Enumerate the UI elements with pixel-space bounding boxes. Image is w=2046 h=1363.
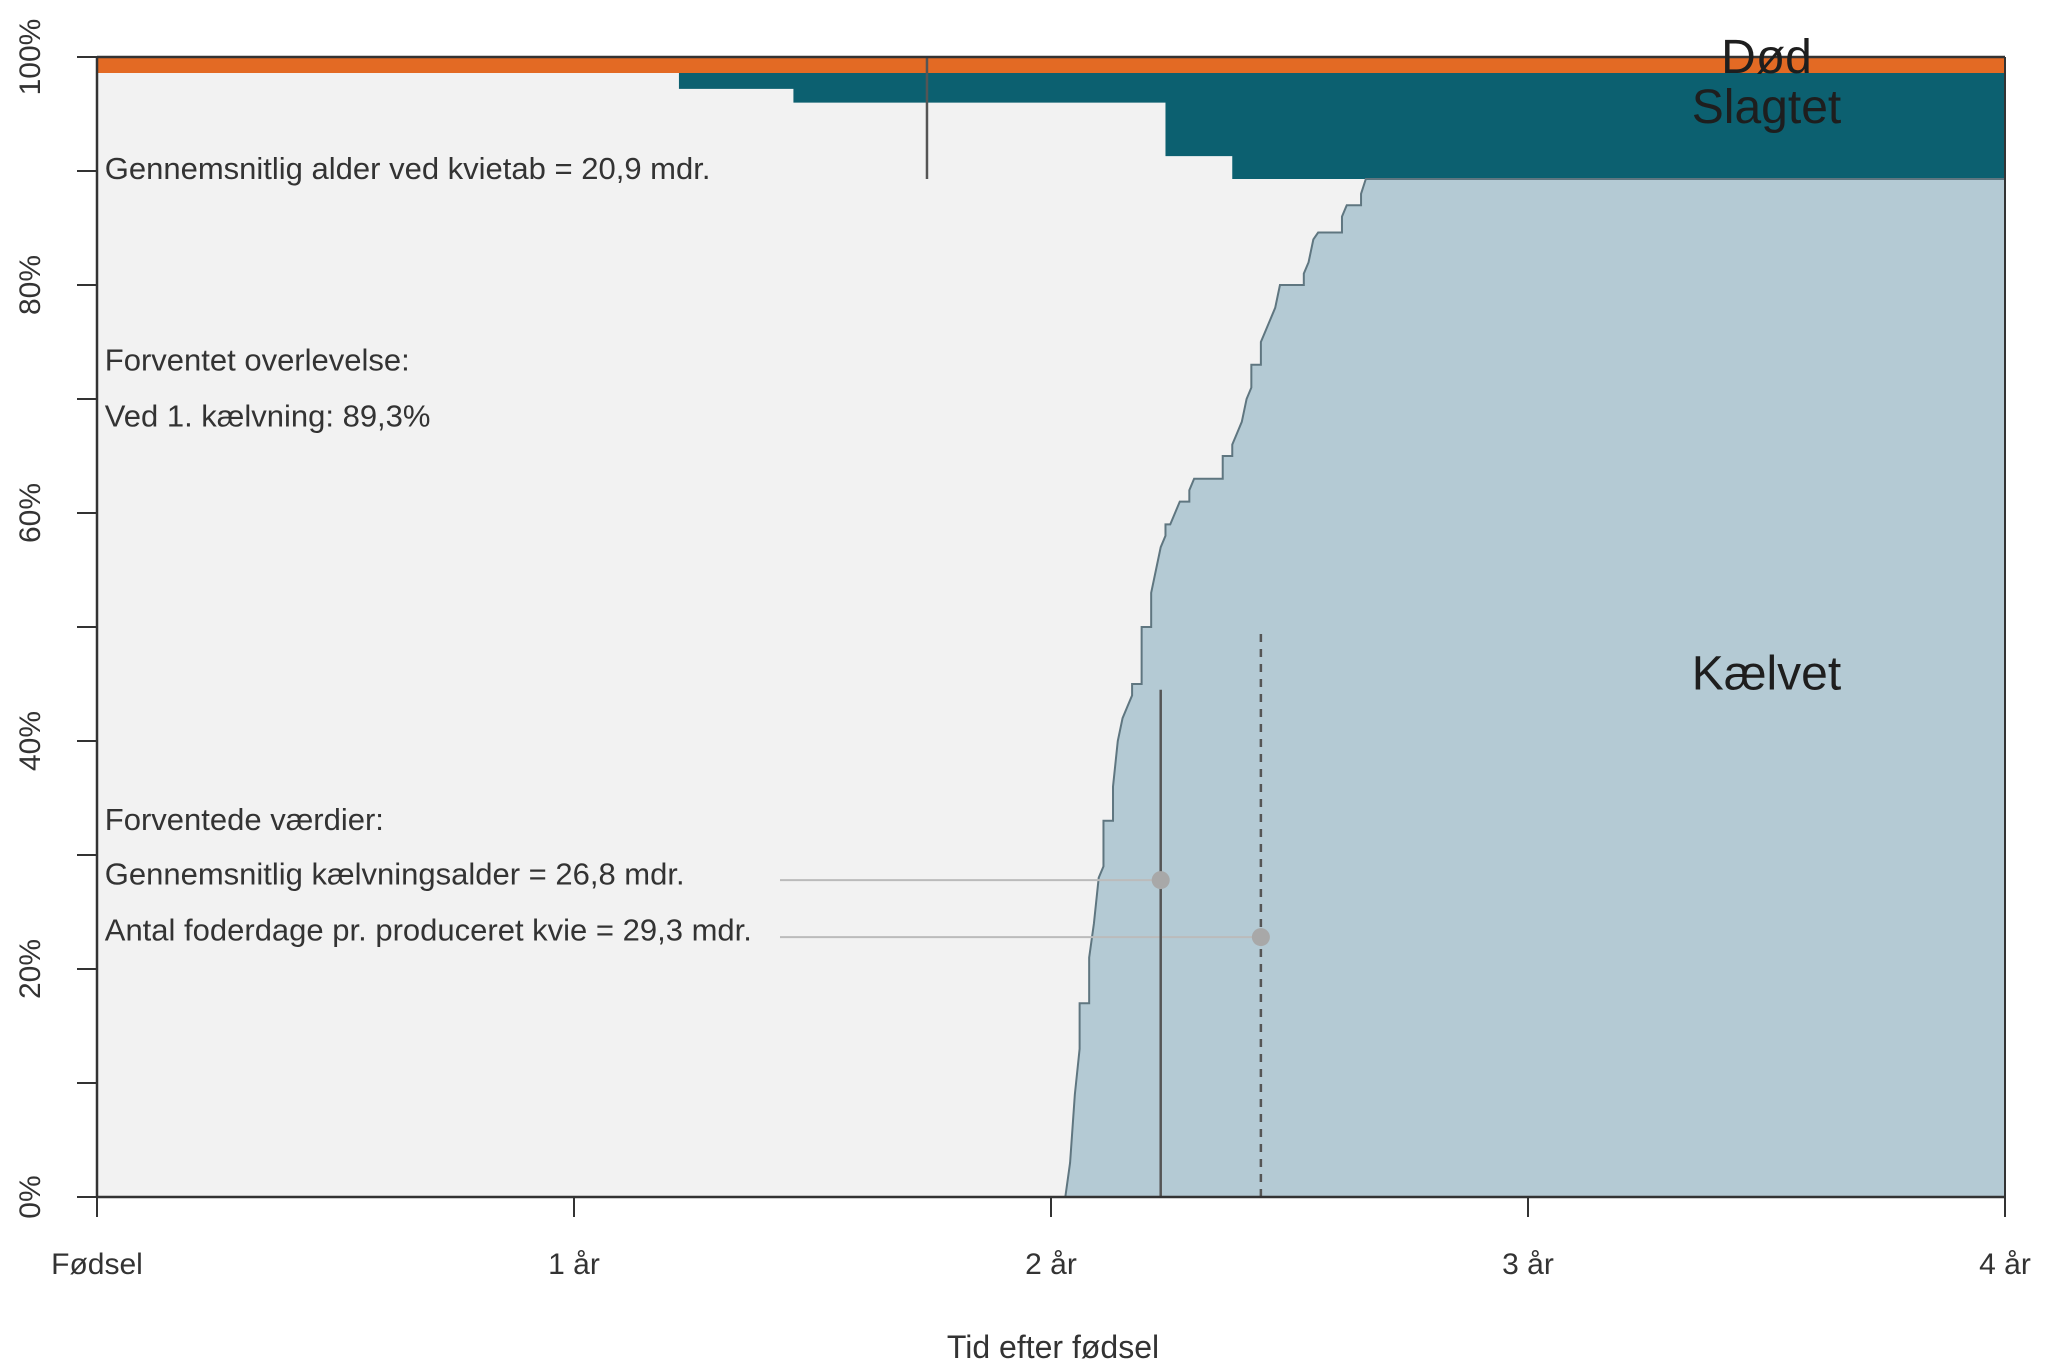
- region-label-kaelvet: Kælvet: [1692, 648, 1841, 701]
- x-axis-title: Tid efter fødsel: [947, 1329, 1159, 1363]
- y-tick-label: 80%: [14, 255, 47, 315]
- annotation-expected_values_title: Forventede værdier:: [105, 802, 384, 837]
- doed-area: [97, 57, 2005, 73]
- kaelvet-area: [1065, 178, 2005, 1197]
- x-tick-label: 1 år: [548, 1248, 600, 1281]
- annotation-expected_survival_title: Forventet overlevelse:: [105, 343, 410, 378]
- x-tick-label: 2 år: [1025, 1248, 1077, 1281]
- kaelvet-boundary-line: [1064, 177, 2005, 1197]
- markers: [1151, 871, 1270, 947]
- annotation-feed_days_per_heifer: Antal foderdage pr. produceret kvie = 29…: [105, 913, 752, 948]
- x-tick-label: 4 år: [1979, 1248, 2031, 1281]
- region-label-slagtet: Slagtet: [1692, 81, 1841, 134]
- x-tick-label: Fødsel: [51, 1248, 143, 1281]
- slagtet-area: [97, 72, 2005, 179]
- annotation-survival_first_calving: Ved 1. kælvning: 89,3%: [105, 398, 431, 433]
- y-tick-label: 40%: [14, 711, 47, 771]
- marker-point-1: [1151, 871, 1170, 890]
- labels: Gennemsnitlig alder ved kvietab = 20,9 m…: [105, 31, 1841, 948]
- reference-lines: [925, 57, 1263, 1197]
- y-tick-label: 100%: [14, 19, 47, 96]
- annotation-avg_calving_age: Gennemsnitlig kælvningsalder = 26,8 mdr.: [105, 857, 685, 892]
- guide-lines: [780, 879, 1261, 939]
- axes: 0% 20% 40% 60% 80% 100% Fødsel 1 år 2 år 3 år 4 år: [14, 19, 2031, 1281]
- plot-area: [97, 57, 2005, 1197]
- y-tick-label: 60%: [14, 483, 47, 543]
- annotation-avg_age_heifer_loss: Gennemsnitlig alder ved kvietab = 20,9 m…: [105, 151, 711, 186]
- y-tick-label: 20%: [14, 939, 47, 999]
- y-tick-label: 0%: [14, 1175, 47, 1218]
- x-tick-label: 3 år: [1502, 1248, 1554, 1281]
- marker-point-2: [1251, 928, 1270, 947]
- region-label-doed: Død: [1721, 31, 1812, 84]
